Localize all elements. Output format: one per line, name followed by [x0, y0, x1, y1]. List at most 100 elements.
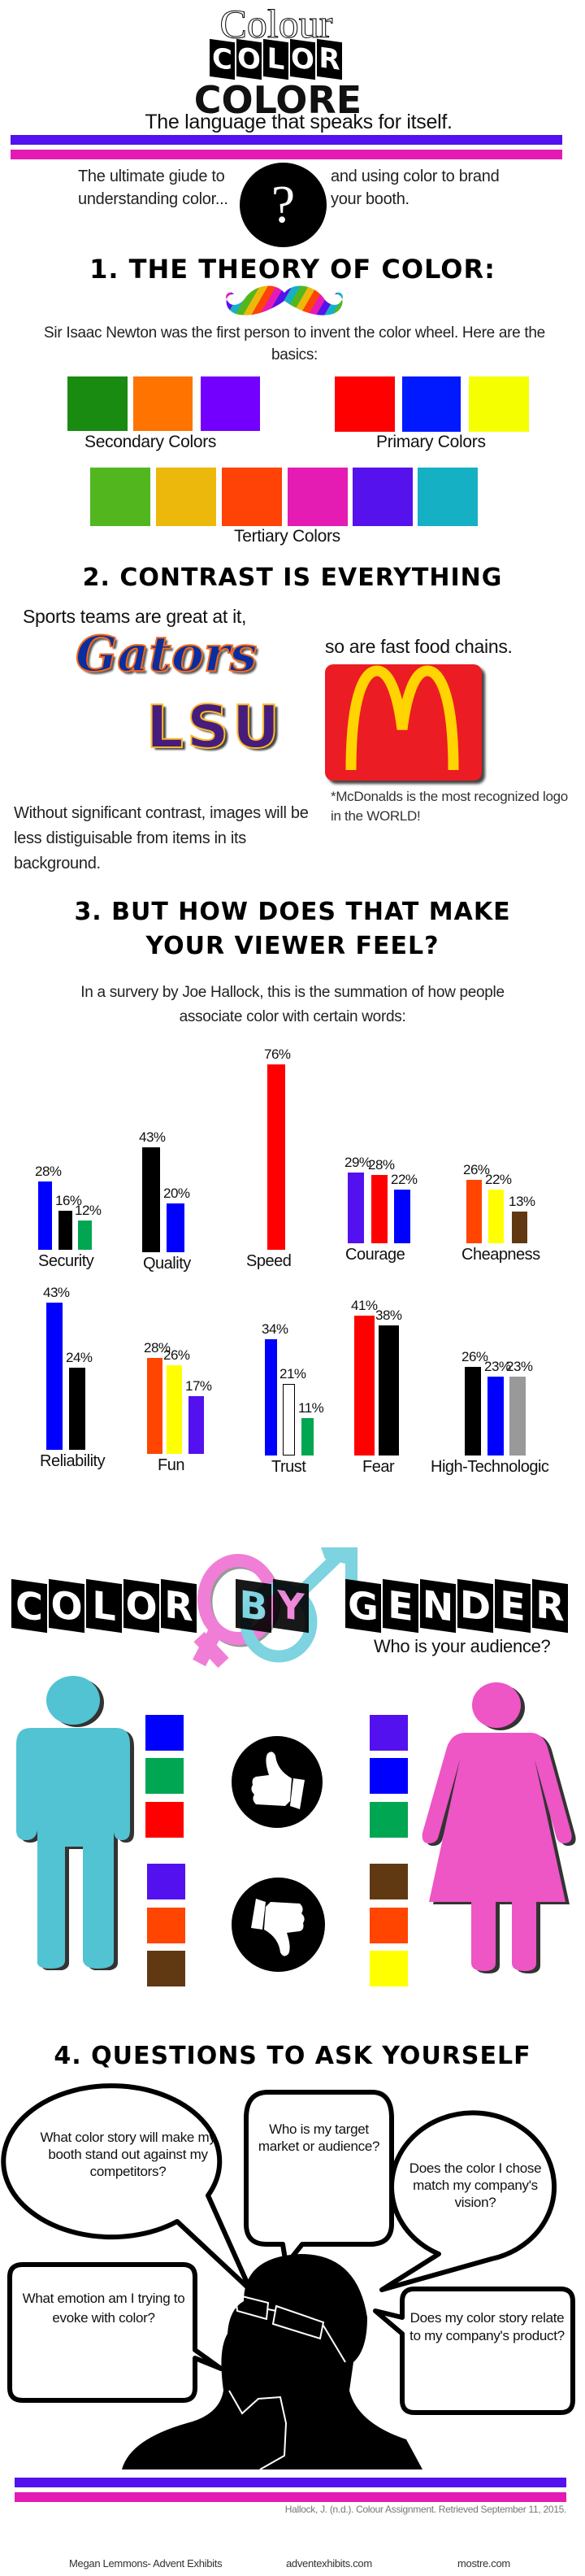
bar-cheapness-2	[488, 1190, 504, 1243]
bar-security-3	[78, 1221, 92, 1250]
primary-swatch-2	[402, 376, 461, 432]
bar-high-technologic-2	[488, 1377, 504, 1456]
golden-arches-icon	[345, 665, 459, 771]
bar-security-2	[58, 1211, 72, 1250]
bar-fun-3	[188, 1395, 204, 1454]
female-likes-swatch	[370, 1758, 408, 1794]
section4-heading: 4. QUESTIONS TO ASK YOURSELF	[54, 2042, 531, 2070]
title-letter-box: O	[49, 1578, 84, 1634]
title-letter-box: R	[317, 38, 342, 80]
value-label: 17%	[185, 1377, 212, 1394]
title-letter-box: O	[124, 1578, 159, 1634]
tertiary-swatch-2	[156, 468, 216, 526]
divider-purple	[11, 135, 562, 145]
male-dislikes-swatch	[147, 1908, 185, 1943]
bar-trust-2	[283, 1383, 295, 1456]
gators-logo: Gators	[75, 625, 258, 684]
category-label: Quality	[143, 1255, 191, 1273]
bubble-2-shape	[244, 2090, 394, 2267]
category-label: Trust	[271, 1458, 306, 1476]
value-label: 21%	[280, 1365, 306, 1382]
value-label: 28%	[368, 1157, 395, 1173]
bar-trust-1	[265, 1339, 277, 1456]
title-letter-box: B	[236, 1578, 271, 1634]
footer-link-advent[interactable]: adventexhibits.com	[286, 2557, 372, 2569]
divider-pink	[11, 150, 562, 159]
newton-text: Sir Isaac Newton was the first person to…	[44, 324, 545, 363]
bar-high-technologic-1	[465, 1366, 481, 1456]
category-label: Reliability	[40, 1452, 106, 1470]
bar-reliability-2	[69, 1368, 85, 1450]
title-letter-box: E	[383, 1578, 418, 1634]
secondary-swatch-2	[133, 376, 193, 431]
male-likes-swatch	[145, 1715, 184, 1751]
thumbs-up-icon	[232, 1736, 323, 1828]
value-label: 76%	[264, 1046, 291, 1062]
bar-high-technologic-3	[509, 1377, 526, 1456]
bar-courage-3	[394, 1190, 410, 1243]
value-label: 12%	[75, 1203, 102, 1218]
bar-fear-2	[379, 1325, 399, 1456]
bubble-3-shape	[379, 2110, 557, 2292]
female-likes-swatch	[370, 1715, 408, 1751]
value-label: 34%	[262, 1321, 288, 1338]
section2-heading: 2. CONTRAST IS EVERYTHING	[82, 564, 503, 592]
intro-left: The ultimate giude to understanding colo…	[78, 168, 228, 208]
bar-cheapness-1	[466, 1180, 482, 1243]
tertiary-swatch-1	[90, 468, 150, 526]
title-letter-box: D	[457, 1578, 493, 1634]
value-label: 41%	[351, 1297, 378, 1313]
mcdonalds-note: *McDonalds is the most recognized logo i…	[331, 789, 568, 824]
value-label: 29%	[344, 1155, 371, 1170]
question-5: Does my color story relate to my company…	[410, 2310, 565, 2343]
title-bold: COLORE	[193, 78, 362, 122]
footer-author: Megan Lemmons- Advent Exhibits	[69, 2557, 223, 2569]
rainbow-mustache-icon	[226, 285, 343, 315]
secondary-label: Secondary Colors	[84, 433, 217, 451]
female-dislikes-swatch	[370, 1951, 408, 1986]
title-letter-box: O	[290, 38, 315, 80]
value-label: 20%	[163, 1186, 190, 1201]
value-label: 13%	[509, 1194, 535, 1209]
bubble-4-shape	[7, 2262, 223, 2403]
section1-heading: 1. THE THEORY OF COLOR:	[89, 254, 496, 285]
title-letter-box: L	[263, 38, 288, 80]
survey-text: In a survery by Joe Hallock, this is the…	[80, 984, 505, 1025]
footer-link-mostre[interactable]: mostre.com	[457, 2557, 510, 2569]
speech-bubbles	[1, 2083, 575, 2470]
bubble-5-shape	[373, 2287, 575, 2415]
primary-label: Primary Colors	[376, 433, 486, 451]
female-symbol	[193, 1554, 279, 1669]
value-label: 26%	[163, 1347, 190, 1363]
bar-reliability-1	[46, 1303, 63, 1450]
tertiary-swatch-6	[418, 468, 478, 526]
primary-swatch-3	[469, 376, 529, 432]
bar-courage-2	[371, 1175, 388, 1243]
thumbs-down-icon	[232, 1878, 325, 1972]
lsu-logo: LSU	[145, 692, 284, 762]
value-label: 11%	[298, 1399, 324, 1416]
gender-subtitle: Who is your audience?	[374, 1636, 551, 1656]
category-label: Fear	[362, 1458, 395, 1476]
title-letter-box: C	[210, 38, 235, 80]
sports-text: Sports teams are great at it,	[23, 606, 247, 627]
value-label: 23%	[506, 1359, 533, 1375]
title-letter-box: C	[11, 1578, 47, 1634]
food-text: so are fast food chains.	[325, 636, 513, 657]
value-label: 16%	[55, 1193, 82, 1208]
value-label: 38%	[375, 1308, 402, 1324]
citation: Hallock, J. (n.d.). Colour Assignment. R…	[284, 2504, 567, 2515]
bar-trust-3	[301, 1417, 314, 1456]
male-figure-icon	[16, 1676, 134, 1970]
bar-cheapness-3	[512, 1212, 527, 1243]
value-label: 22%	[485, 1172, 512, 1187]
value-label: 26%	[463, 1162, 490, 1177]
title-letter-box: G	[345, 1578, 381, 1634]
tertiary-label: Tertiary Colors	[234, 527, 340, 546]
bar-fun-2	[167, 1364, 182, 1454]
female-figure-icon	[422, 1682, 576, 1973]
section3-heading-line1: 3. BUT HOW DOES THAT MAKE	[74, 898, 511, 926]
tertiary-swatch-4	[288, 468, 348, 526]
